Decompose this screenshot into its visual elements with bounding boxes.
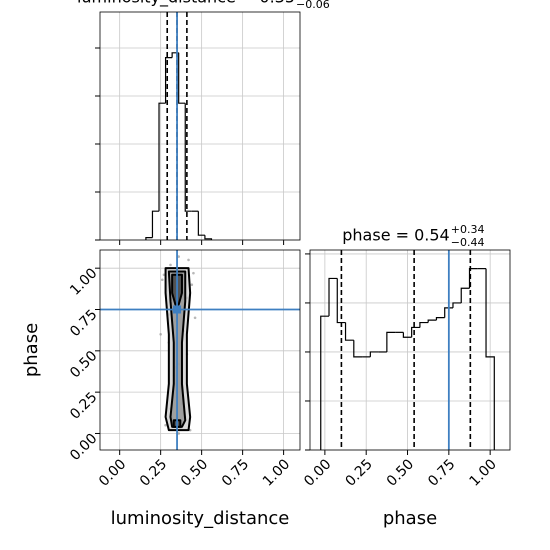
y-tick-label: 0.00	[67, 431, 100, 464]
sample-point	[164, 423, 167, 427]
hist-step	[460, 287, 470, 303]
y-tick-label: 0.75	[67, 307, 100, 340]
x-tick-label: 0.75	[219, 456, 252, 489]
sample-point	[190, 283, 194, 287]
x-tick-label: 0.25	[342, 456, 375, 489]
panel-title: phase = 0.54	[342, 226, 449, 245]
y-axis-label: phase	[21, 323, 42, 377]
y-tick-label: 0.25	[67, 389, 100, 422]
hist-step	[369, 351, 379, 357]
hist-step	[178, 52, 186, 104]
sample-point	[169, 263, 172, 267]
title-lower: −0.44	[451, 236, 485, 249]
hist-step	[411, 326, 420, 338]
sample-point	[177, 255, 180, 258]
x-tick-label: 0.50	[178, 456, 211, 489]
hist-step	[435, 317, 445, 321]
hist-step	[427, 319, 437, 323]
hist-step	[419, 321, 429, 328]
hist-step	[158, 102, 166, 212]
sample-point	[187, 258, 190, 262]
hist-step	[402, 332, 412, 338]
x-tick-label: 1.00	[260, 456, 293, 489]
x-tick-label: 0.75	[425, 456, 458, 489]
axes-frame	[99, 249, 301, 451]
x-axis-label: luminosity_distance	[111, 508, 290, 529]
x-tick-label: 0.00	[301, 456, 334, 489]
hist-step	[184, 103, 192, 212]
hist-step	[468, 268, 478, 289]
x-tick-label: 0.25	[137, 456, 170, 489]
hist-step	[344, 322, 354, 341]
sample-point	[160, 278, 164, 282]
hist-step	[320, 315, 330, 450]
sample-point	[192, 271, 195, 275]
x-tick-label: 0.00	[96, 456, 129, 489]
hist-step	[452, 302, 462, 308]
sample-point	[193, 316, 197, 320]
hist-step	[151, 210, 160, 238]
axes-frame	[309, 249, 511, 451]
hist-step	[197, 211, 205, 236]
y-tick-label: 0.50	[67, 348, 100, 381]
hist-step	[386, 331, 396, 352]
axes-frame	[99, 11, 301, 241]
hist-step	[164, 57, 173, 104]
title-upper: +0.34	[451, 223, 485, 236]
sample-point	[177, 432, 180, 435]
hist-step	[336, 278, 346, 324]
hist-step	[328, 277, 338, 317]
hist-step	[145, 237, 153, 240]
sample-point	[159, 332, 162, 336]
title-lower: −0.06	[296, 0, 330, 11]
x-tick-label: 1.00	[466, 456, 499, 489]
x-tick-label: 0.50	[384, 456, 417, 489]
hist-step	[444, 307, 453, 318]
y-tick-label: 1.00	[67, 265, 100, 298]
truth-marker	[173, 305, 182, 314]
hist-step	[204, 235, 213, 240]
panel-title: luminosity_distance = 0.35	[77, 0, 295, 8]
hist-step	[353, 340, 363, 358]
hist-step	[485, 268, 495, 450]
x-axis-label: phase	[383, 508, 437, 529]
